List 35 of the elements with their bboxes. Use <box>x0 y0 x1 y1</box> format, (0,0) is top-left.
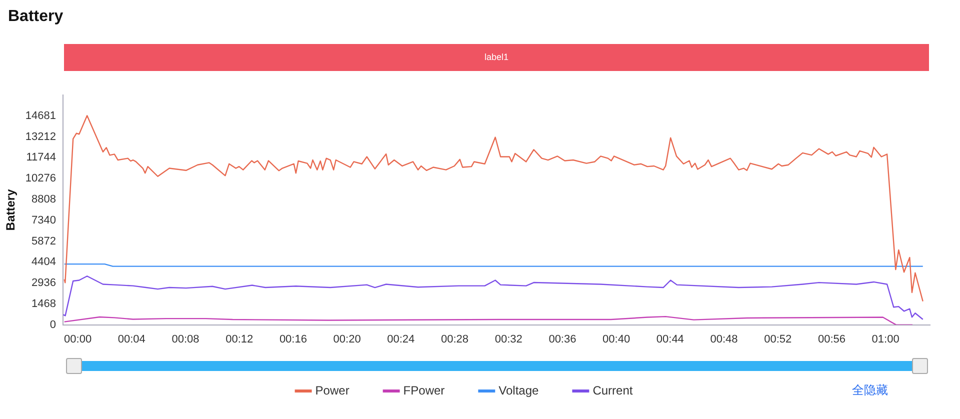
y-tick-label: 13212 <box>25 130 56 143</box>
x-tick-label: 01:00 <box>872 333 900 346</box>
y-tick-label: 7340 <box>32 214 56 226</box>
legend-label: Voltage <box>498 383 540 398</box>
text: 全隐藏 <box>852 382 888 399</box>
x-tick-label: 00:08 <box>172 333 200 346</box>
x-tick-label: 00:04 <box>118 333 146 346</box>
x-tick-label: 00:52 <box>764 333 792 346</box>
x-tick-label: 00:24 <box>387 333 415 346</box>
label-strip: label1 <box>64 44 929 71</box>
x-tick-label: 00:00 <box>64 333 92 346</box>
y-tick-label: 14681 <box>25 110 56 122</box>
legend-label: Power <box>315 383 350 398</box>
y-tick-label: 0 <box>50 318 56 331</box>
x-tick-label: 00:36 <box>548 333 576 346</box>
y-tick-label: 5872 <box>32 235 56 248</box>
x-tick-label: 00:32 <box>494 333 522 346</box>
x-tick-label: 00:40 <box>602 333 630 346</box>
y-tick-label: 1468 <box>32 298 56 310</box>
x-tick-label: 00:56 <box>818 333 846 346</box>
legend-label: Current <box>592 383 634 398</box>
legend-label: FPower <box>403 383 445 398</box>
x-tick-label: 00:48 <box>710 333 738 346</box>
y-tick-label: 10276 <box>25 172 56 185</box>
x-tick-label: 00:16 <box>279 333 307 346</box>
x-tick-label: 00:12 <box>226 333 254 346</box>
y-axis-title: Battery <box>4 188 18 231</box>
x-tick-label: 00:44 <box>656 333 684 346</box>
chart-title: Battery <box>8 8 64 26</box>
x-tick-label: 00:20 <box>333 333 361 346</box>
y-tick-label: 8808 <box>32 193 56 206</box>
y-tick-label: 2936 <box>32 277 56 290</box>
x-tick-label: 00:28 <box>440 333 469 346</box>
y-tick-label: 11744 <box>26 152 56 164</box>
y-tick-label: 4404 <box>32 256 56 268</box>
